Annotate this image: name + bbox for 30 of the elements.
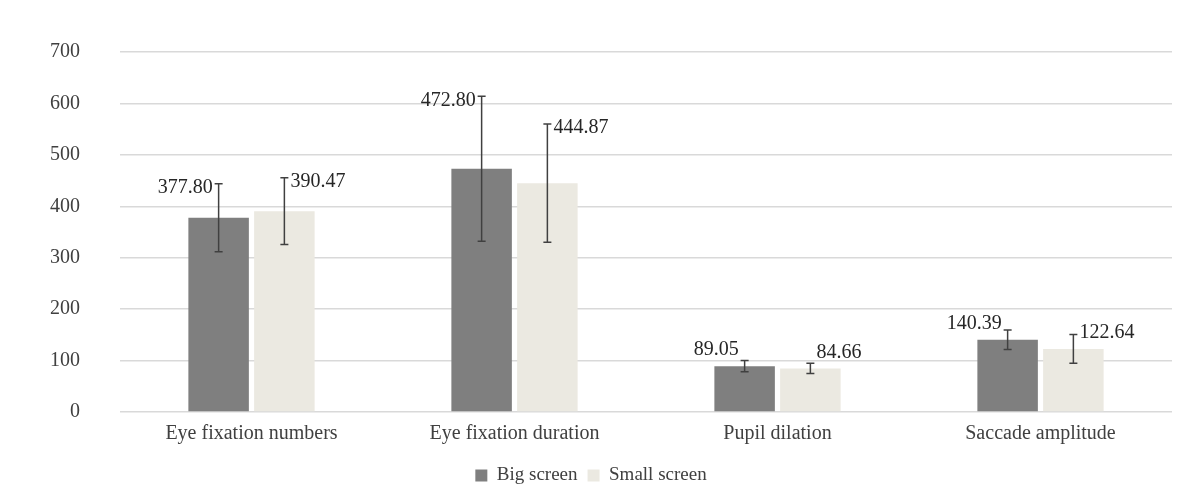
x-tick-label: Eye fixation duration [429,421,600,445]
bar [1043,348,1104,412]
x-tick-label: Eye fixation numbers [165,421,338,445]
y-tick-label: 400 [50,193,80,216]
bar [451,168,512,412]
data-label: 140.39 [946,311,1002,334]
bar [188,217,249,412]
y-tick-label: 100 [50,347,80,370]
bar [254,211,315,412]
y-tick-label: 500 [50,142,80,165]
data-label: 84.66 [816,339,862,362]
x-tick-label: Pupil dilation [723,421,832,445]
bar [714,366,775,412]
data-label: 377.80 [157,175,213,198]
data-label: 472.80 [420,87,476,110]
data-label: 444.87 [553,115,609,138]
bar [780,368,841,412]
x-tick-label: Saccade amplitude [965,421,1116,445]
data-label: 390.47 [290,169,346,192]
legend-label: Big screen [496,463,579,485]
y-tick-label: 200 [50,296,80,319]
y-tick-label: 700 [50,39,80,62]
y-tick-label: 600 [50,90,80,113]
bar [517,183,578,412]
y-tick-label: 300 [50,244,80,267]
y-tick-label: 0 [70,399,80,422]
data-label: 89.05 [693,337,739,360]
bar [977,339,1038,412]
data-label: 122.64 [1079,320,1135,343]
legend-label: Small screen [609,463,708,485]
